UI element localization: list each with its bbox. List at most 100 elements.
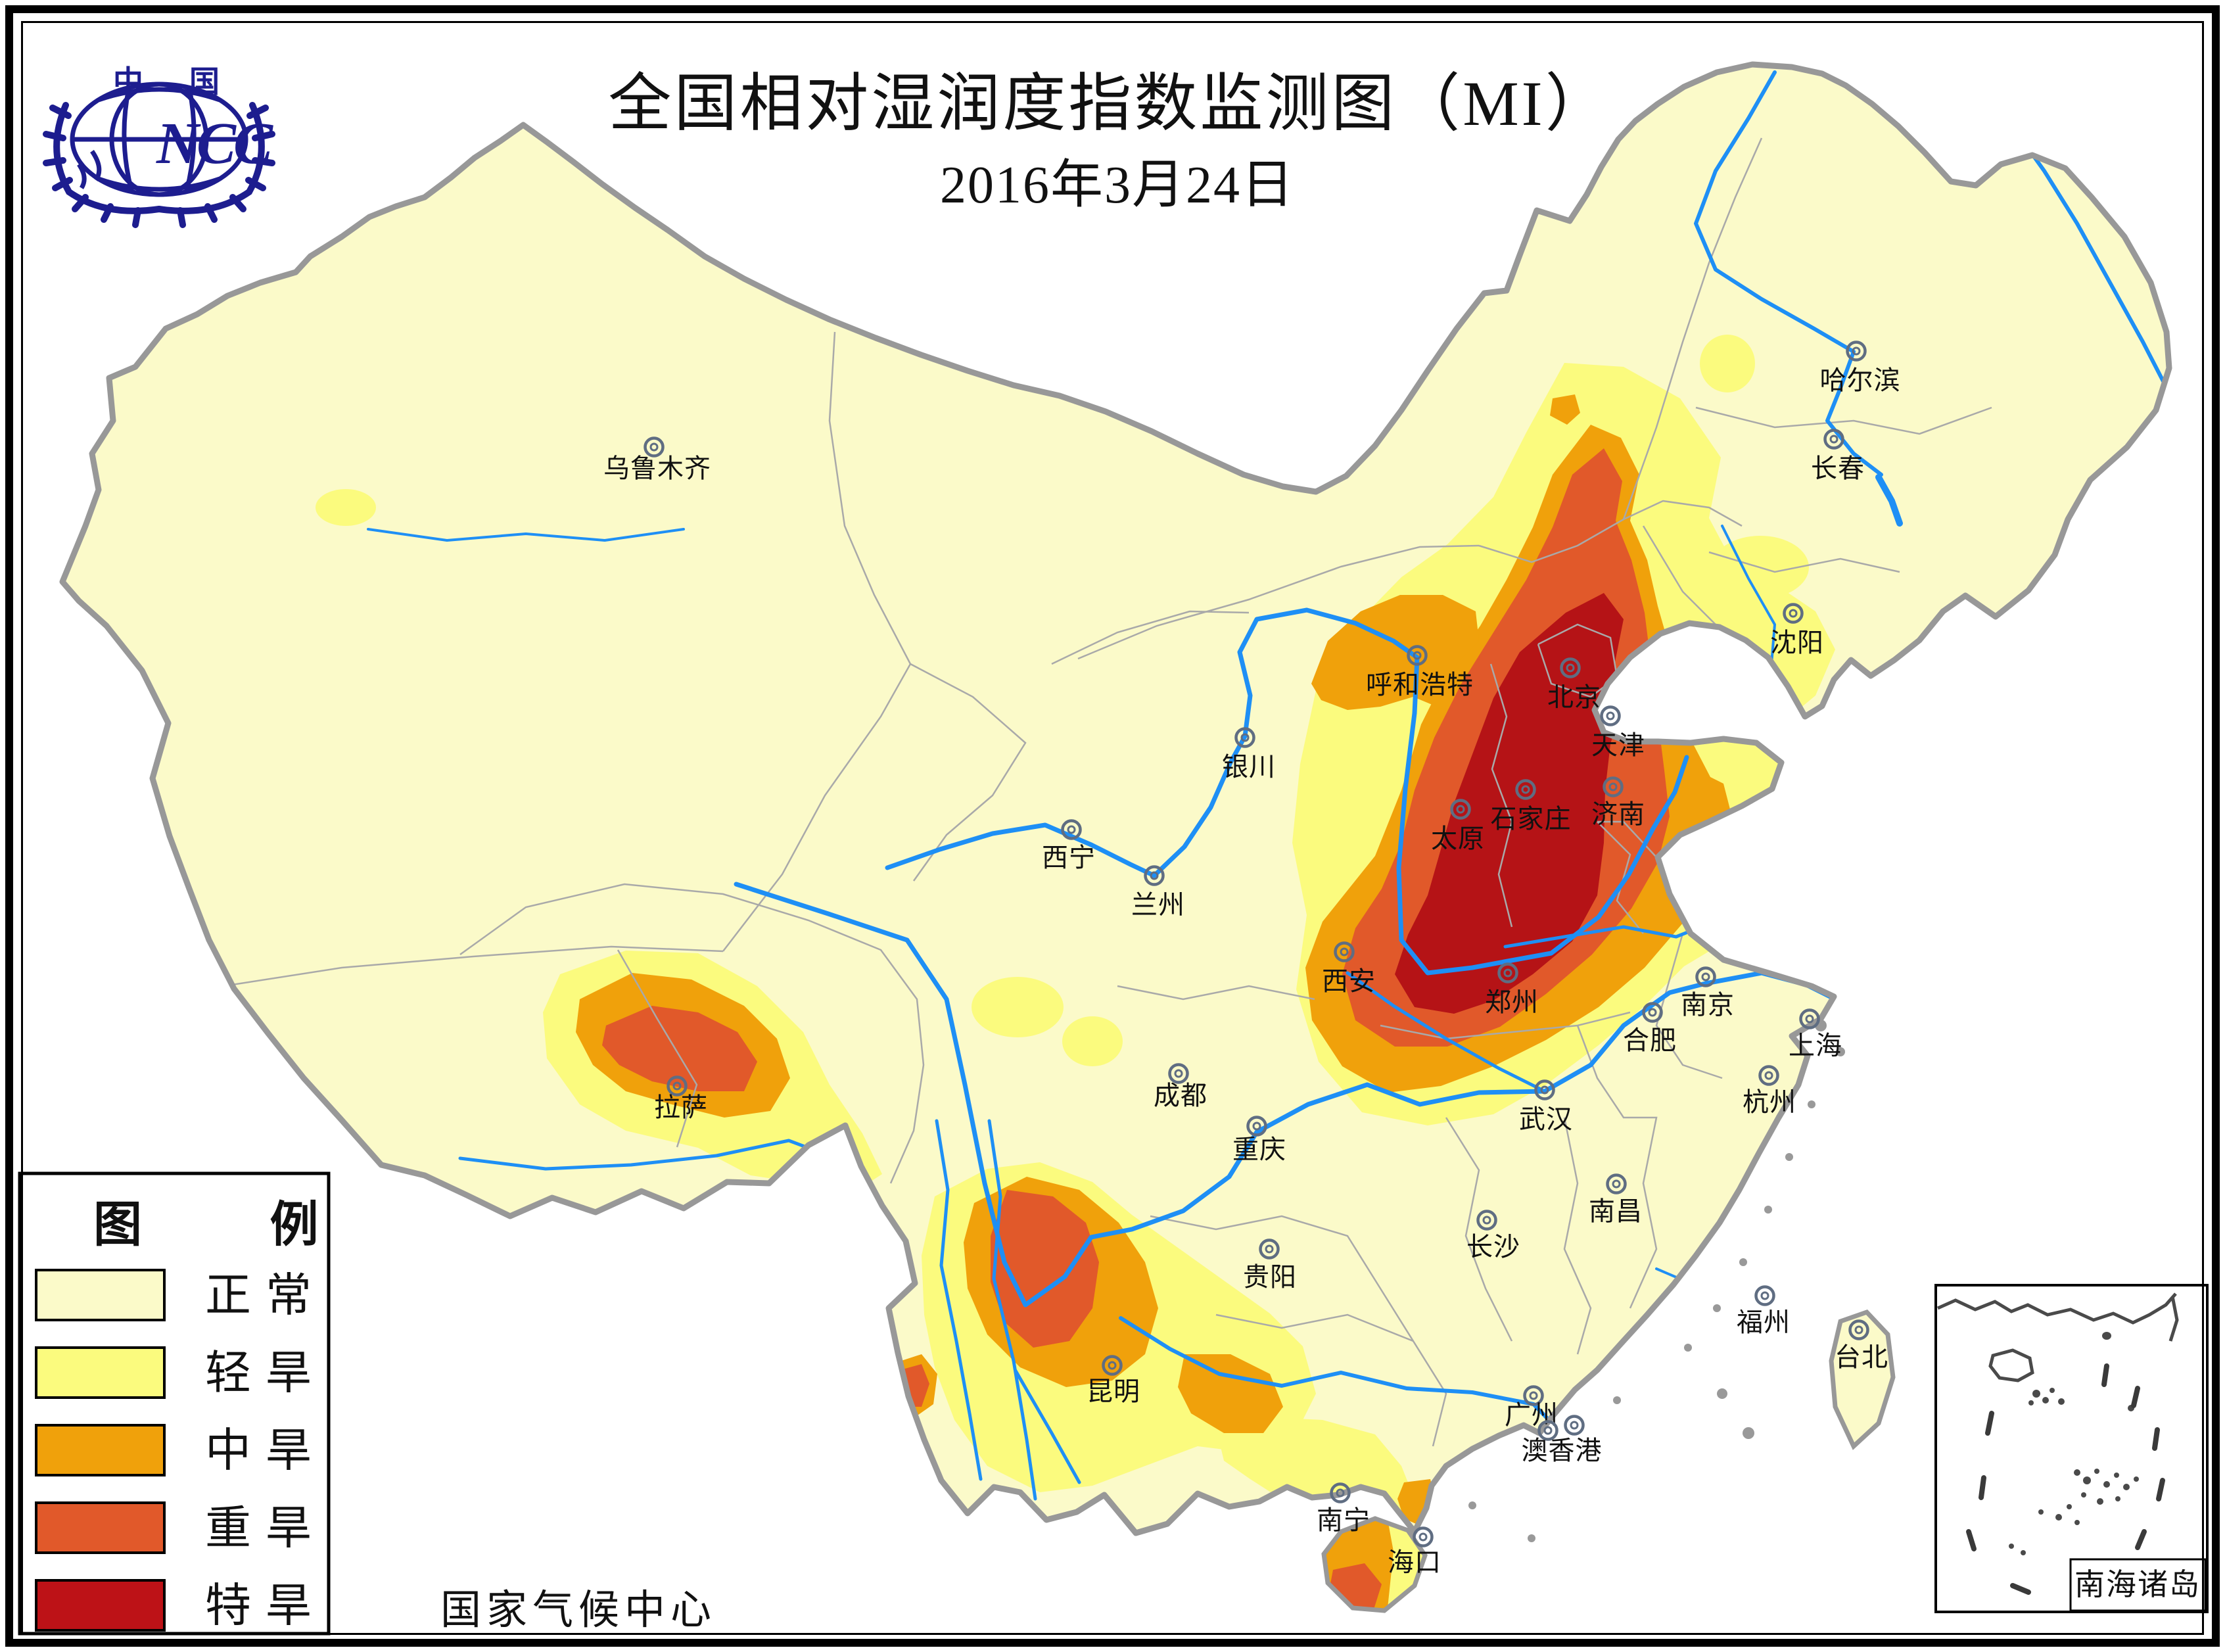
logo-wreath [43, 102, 275, 228]
hainan-island [1321, 1516, 1428, 1613]
legend-label-1: 轻旱 [205, 1348, 326, 1399]
city-marker-icon [1234, 727, 1255, 748]
city-marker-icon [1754, 1285, 1775, 1306]
city-南昌: 南昌 [1589, 1173, 1642, 1226]
city-label: 西宁 [1042, 843, 1096, 872]
city-marker-icon-inner [1540, 1085, 1549, 1095]
city-广州: 广州 [1505, 1385, 1558, 1430]
city-label: 海口 [1388, 1547, 1441, 1577]
city-成都: 成都 [1154, 1063, 1207, 1110]
light-drought-xinjiang-spot2 [316, 489, 376, 526]
city-兰州: 兰州 [1131, 865, 1184, 920]
extreme-drought-north-china [1395, 593, 1624, 1014]
light-drought-jilin-spot [1700, 335, 1755, 392]
city-label: 长沙 [1466, 1232, 1520, 1262]
city-武汉: 武汉 [1519, 1079, 1573, 1134]
legend-swatch-2 [35, 1424, 166, 1476]
city-贵阳: 贵阳 [1243, 1239, 1296, 1292]
city-label: 武汉 [1519, 1104, 1573, 1134]
city-marker-icon [1799, 1008, 1820, 1029]
city-marker-icon-inner [1456, 805, 1465, 814]
city-marker-icon [1102, 1355, 1123, 1376]
city-marker-icon-inner [1543, 1426, 1553, 1435]
city-label: 沈阳 [1770, 628, 1824, 657]
city-marker-icon-inner [1336, 1488, 1345, 1498]
city-marker-icon-inner [1240, 733, 1250, 742]
inset-islands [2009, 1332, 2139, 1555]
city-marker-icon-inner [1566, 663, 1575, 673]
city-marker-icon-inner [1529, 1391, 1538, 1400]
pearl-river [1119, 1316, 1558, 1430]
city-label: 郑州 [1485, 987, 1539, 1017]
legend-label-4: 特旱 [205, 1581, 326, 1632]
city-label: 银川 [1222, 752, 1276, 782]
city-长沙: 长沙 [1466, 1210, 1520, 1262]
city-label: 福州 [1737, 1308, 1791, 1337]
city-marker-icon-inner [1067, 825, 1076, 834]
city-label: 西安 [1322, 966, 1376, 996]
city-拉萨: 拉萨 [654, 1075, 708, 1122]
city-海口: 海口 [1388, 1526, 1441, 1577]
city-银川: 银川 [1222, 727, 1276, 782]
city-marker-icon [1603, 776, 1624, 797]
legend-swatch-1 [35, 1346, 166, 1399]
city-label: 合肥 [1623, 1026, 1677, 1055]
city-label: 南宁 [1317, 1505, 1370, 1535]
city-marker-icon [1334, 941, 1355, 962]
map-date: 2016年3月24日 [940, 156, 1295, 214]
city-marker-icon-inner [1701, 972, 1710, 981]
city-label: 乌鲁木齐 [603, 454, 711, 483]
city-marker-icon [1606, 1173, 1627, 1194]
city-上海: 上海 [1789, 1008, 1842, 1060]
city-label: 哈尔滨 [1820, 366, 1901, 395]
severe-drought-lhasa [602, 1006, 757, 1091]
tarim-river [367, 528, 685, 542]
city-marker-icon-inner [1606, 711, 1615, 720]
city-marker-icon-inner [1760, 1291, 1769, 1300]
city-label: 拉萨 [654, 1093, 708, 1122]
city-marker-icon [1846, 341, 1867, 362]
city-marker-icon-inner [1174, 1069, 1183, 1078]
city-哈尔滨: 哈尔滨 [1820, 341, 1901, 395]
city-marker-icon-inner [1854, 1325, 1863, 1334]
city-济南: 济南 [1591, 776, 1645, 829]
legend-title: 图 例 [93, 1198, 377, 1252]
liao-river [1721, 525, 1776, 665]
city-marker-icon-inner [1150, 871, 1159, 880]
agency-name: 国家气候中心 [440, 1588, 716, 1633]
severe-drought-yunnan [991, 1190, 1099, 1348]
city-marker-icon [1848, 1319, 1869, 1340]
city-郑州: 郑州 [1485, 962, 1539, 1017]
city-marker-icon-2-inner [1570, 1421, 1579, 1430]
city-marker-icon [1413, 1526, 1434, 1547]
city-marker-icon [1407, 645, 1428, 666]
city-marker-icon-inner [1521, 785, 1530, 794]
city-label: 长春 [1811, 454, 1865, 483]
city-marker-icon [644, 437, 665, 458]
city-marker-icon-inner [1608, 782, 1618, 791]
city-label: 重庆 [1232, 1135, 1286, 1164]
city-澳香港: 澳香港 [1522, 1415, 1602, 1465]
legend-swatch-4 [35, 1579, 166, 1632]
legend-label-2: 中旱 [205, 1426, 326, 1476]
city-天津: 天津 [1591, 705, 1645, 760]
ussuri-river [2009, 123, 2166, 385]
light-drought-sichuan-spot2 [1062, 1016, 1123, 1066]
city-昆明: 昆明 [1087, 1355, 1140, 1406]
city-label: 天津 [1591, 730, 1645, 760]
city-label: 昆明 [1087, 1377, 1140, 1406]
light-drought-sichuan-spot1 [972, 977, 1064, 1037]
city-marker-icon [1600, 705, 1621, 726]
yellow-river [885, 607, 1689, 976]
inset-coastline [1936, 1292, 2179, 1382]
city-台北: 台北 [1835, 1319, 1888, 1372]
city-label: 石家庄 [1491, 804, 1572, 834]
legend-swatch-3 [35, 1501, 166, 1554]
extreme-drought-contours [1395, 593, 1624, 1014]
city-南宁: 南宁 [1317, 1482, 1370, 1535]
city-marker-icon [1523, 1385, 1544, 1406]
city-marker-icon [1144, 865, 1165, 886]
city-marker-icon-inner [1852, 346, 1861, 356]
